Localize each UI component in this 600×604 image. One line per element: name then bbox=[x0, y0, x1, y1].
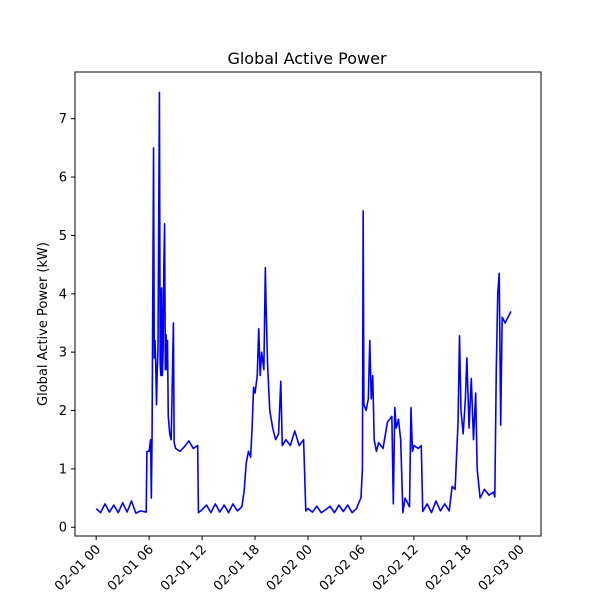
y-axis: 0 1 2 3 4 5 6 7 bbox=[59, 112, 75, 536]
y-tick-label: 1 bbox=[59, 462, 67, 477]
y-axis-label: Global Active Power (kW) bbox=[36, 242, 51, 406]
x-tick-label: 02-01 00 bbox=[52, 542, 104, 594]
plot-area bbox=[74, 71, 542, 537]
x-tick-label: 02-02 06 bbox=[317, 542, 369, 594]
x-tick-label: 02-01 12 bbox=[158, 542, 210, 594]
y-tick-label: 3 bbox=[59, 346, 67, 361]
x-axis: 02-01 00 02-01 06 02-01 12 02-01 18 02-02 00… bbox=[52, 536, 528, 594]
y-tick-label: 7 bbox=[59, 112, 67, 127]
y-tick-label: 0 bbox=[59, 521, 67, 536]
x-tick-label: 02-03 00 bbox=[476, 542, 528, 594]
y-tick-label: 5 bbox=[59, 229, 67, 244]
x-tick-label: 02-02 00 bbox=[264, 542, 316, 594]
y-tick-label: 2 bbox=[59, 404, 67, 419]
y-tick-label: 4 bbox=[59, 287, 67, 302]
x-tick-label: 02-02 18 bbox=[423, 542, 475, 594]
series-line-0 bbox=[95, 91, 512, 515]
x-tick-label: 02-02 12 bbox=[370, 542, 422, 594]
axes-frame bbox=[74, 71, 542, 537]
chart-title: Global Active Power bbox=[227, 49, 387, 68]
y-tick-label: 6 bbox=[59, 171, 67, 186]
x-tick-label: 02-01 06 bbox=[105, 542, 157, 594]
x-tick-label: 02-01 18 bbox=[211, 542, 263, 594]
